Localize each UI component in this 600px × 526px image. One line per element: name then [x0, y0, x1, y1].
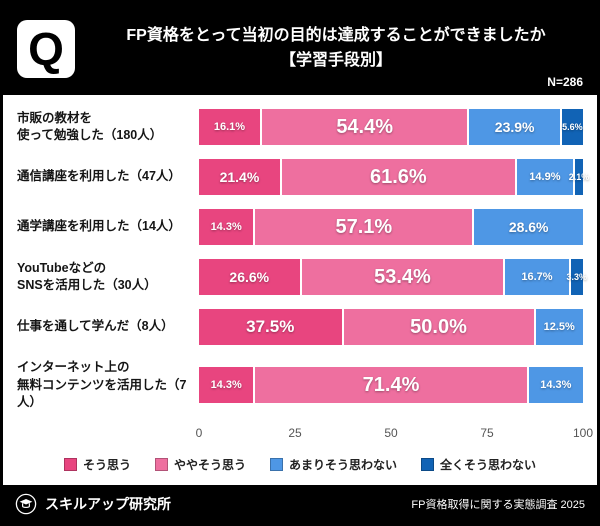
chart-area: 市販の教材を 使って勉強した（180人） 16.1% 54.4% 23.9% 5.6% 通信…	[3, 95, 597, 446]
stacked-bar: 14.3% 71.4% 14.3%	[199, 367, 583, 404]
stacked-bar: 26.6% 53.4% 16.7% 3.3%	[199, 259, 587, 295]
title-line-2: 【学習手段別】	[279, 52, 392, 69]
chart-row: 仕事を通して学んだ（8人） 37.5% 50.0% 12.5%	[17, 309, 583, 345]
bar-segment: 3.3%	[567, 259, 587, 295]
bar-value-label: 23.9%	[494, 119, 535, 135]
bar-segment: 53.4%	[301, 259, 504, 295]
legend-item: 全くそう思わない	[421, 456, 536, 473]
bar-value-label: 71.4%	[362, 373, 420, 396]
stacked-bar: 21.4% 61.6% 14.9% 2.1%	[199, 159, 589, 195]
bar-value-label: 3.3%	[566, 272, 588, 282]
bar-value-label: 5.6%	[562, 122, 583, 132]
bar-value-label: 37.5%	[246, 317, 295, 336]
axis-tick-label: 25	[288, 425, 302, 440]
legend-item: そう思う	[63, 456, 131, 473]
legend-label: ややそう思う	[173, 458, 246, 472]
bar-value-label: 61.6%	[369, 165, 427, 188]
bar-segment: 2.1%	[569, 159, 589, 195]
graduation-cap-icon	[15, 493, 37, 515]
row-label: インターネット上の 無料コンテンツを活用した（7人）	[17, 360, 187, 409]
chart-row: 通学講座を利用した（14人） 14.3% 57.1% 28.6%	[17, 209, 584, 245]
legend-label: そう思う	[82, 458, 131, 472]
bar-segment: 5.6%	[561, 109, 583, 145]
chart-row: YouTubeなどの SNSを活用した（30人） 26.6% 53.4% 16.7% 3.…	[17, 259, 587, 295]
stacked-bar: 14.3% 57.1% 28.6%	[199, 209, 584, 245]
footer: スキルアップ研究所 FP資格取得に関する実態調査 2025	[3, 485, 597, 523]
legend: そう思う ややそう思う あまりそう思わない 全くそう思わない	[3, 446, 597, 485]
bar-segment: 14.3%	[199, 367, 254, 404]
legend-swatch	[63, 458, 77, 471]
chart-row: インターネット上の 無料コンテンツを活用した（7人） 14.3% 71.4% 14.3%	[17, 359, 583, 412]
bar-segment: 16.1%	[199, 109, 260, 145]
bar-value-label: 54.4%	[336, 115, 394, 138]
bar-segment: 23.9%	[469, 109, 560, 145]
chart-row: 通信講座を利用した（47人） 21.4% 61.6% 14.9% 2.1%	[17, 159, 589, 195]
bar-value-label: 16.1%	[213, 121, 246, 133]
bar-value-label: 57.1%	[335, 215, 393, 238]
x-axis: 0 25 50 75 100	[195, 425, 593, 444]
bar-value-label: 53.4%	[374, 265, 431, 288]
bar-segment: 28.6%	[474, 209, 584, 245]
bar-value-label: 2.1%	[568, 172, 590, 182]
legend-label: あまりそう思わない	[289, 458, 398, 472]
header: Q FP資格をとって当初の目的は達成することができましたか 【学習手段別】 N=…	[3, 3, 597, 95]
legend-item: あまりそう思わない	[270, 456, 397, 473]
bar-segment: 71.4%	[255, 367, 527, 404]
chart-row: 市販の教材を 使って勉強した（180人） 16.1% 54.4% 23.9% 5.6%	[17, 109, 583, 145]
bar-value-label: 14.3%	[540, 379, 572, 392]
bar-value-label: 26.6%	[229, 269, 270, 285]
row-label: 市販の教材を 使って勉強した（180人）	[17, 110, 163, 143]
axis-tick-label: 0	[195, 425, 203, 440]
bar-segment: 57.1%	[255, 209, 473, 245]
legend-swatch	[421, 458, 435, 471]
bar-segment: 37.5%	[199, 309, 342, 345]
axis-tick-label: 100	[572, 425, 594, 440]
brand-name: スキルアップ研究所	[45, 496, 171, 512]
bar-value-label: 14.9%	[529, 171, 561, 183]
q-logo: Q	[17, 20, 75, 78]
bar-segment: 21.4%	[199, 159, 280, 195]
legend-swatch	[154, 458, 168, 471]
row-label: 通信講座を利用した（47人）	[17, 169, 181, 184]
sample-size: N=286	[547, 75, 583, 89]
stacked-bar: 16.1% 54.4% 23.9% 5.6%	[199, 109, 583, 145]
legend-swatch	[270, 458, 283, 471]
bar-segment: 50.0%	[343, 309, 534, 345]
legend-item: ややそう思う	[154, 456, 246, 473]
bar-segment: 54.4%	[261, 109, 468, 145]
survey-source: FP資格取得に関する実態調査 2025	[411, 499, 585, 511]
bar-value-label: 12.5%	[543, 321, 575, 333]
bar-value-label: 16.7%	[521, 271, 553, 283]
bar-segment: 26.6%	[199, 259, 300, 295]
chart-rows: 市販の教材を 使って勉強した（180人） 16.1% 54.4% 23.9% 5.6% 通信…	[17, 109, 589, 412]
row-label: 仕事を通して学んだ（8人）	[17, 319, 174, 334]
bar-value-label: 21.4%	[219, 169, 260, 185]
bar-segment: 14.3%	[528, 367, 583, 404]
bar-value-label: 14.3%	[210, 379, 242, 392]
axis-tick-label: 50	[384, 425, 398, 440]
bar-value-label: 28.6%	[508, 219, 549, 235]
legend-label: 全くそう思わない	[440, 458, 537, 472]
row-label: 通学講座を利用した（14人）	[17, 219, 181, 234]
brand: スキルアップ研究所	[15, 493, 171, 515]
bar-value-label: 14.3%	[210, 221, 242, 233]
axis-tick-label: 75	[480, 425, 494, 440]
stacked-bar: 37.5% 50.0% 12.5%	[199, 309, 583, 345]
title-line-1: FP資格をとって当初の目的は達成することができましたか	[126, 27, 546, 45]
bar-value-label: 50.0%	[410, 315, 467, 338]
bar-segment: 16.7%	[505, 259, 569, 295]
bar-segment: 14.3%	[199, 209, 254, 245]
row-label: YouTubeなどの SNSを活用した（30人）	[17, 260, 157, 293]
page-title: FP資格をとって当初の目的は達成することができましたか 【学習手段別】	[89, 24, 583, 74]
bar-segment: 61.6%	[281, 159, 515, 195]
bar-segment: 12.5%	[535, 309, 583, 345]
bar-segment: 14.9%	[516, 159, 574, 195]
